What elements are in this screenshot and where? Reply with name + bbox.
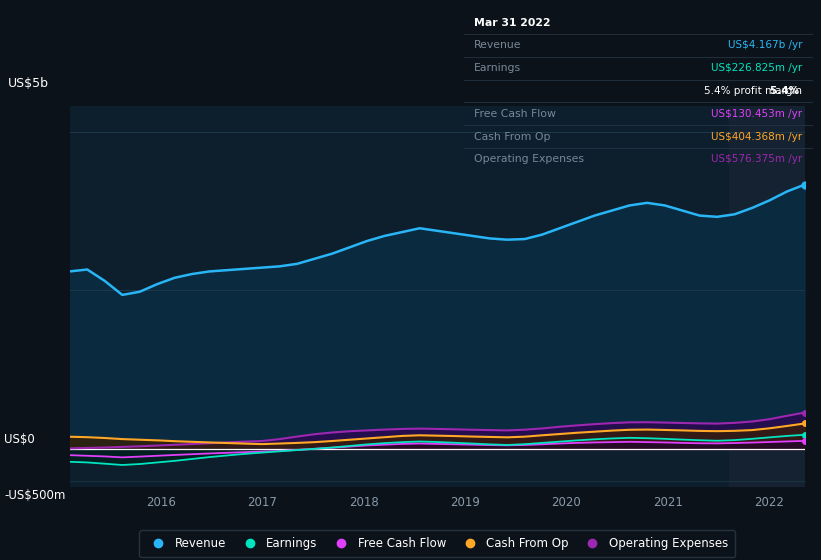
Text: 5.4% profit margin: 5.4% profit margin (704, 86, 802, 96)
Text: US$5b: US$5b (8, 77, 49, 90)
Text: US$404.368m /yr: US$404.368m /yr (711, 132, 802, 142)
Text: US$576.375m /yr: US$576.375m /yr (711, 155, 802, 165)
Legend: Revenue, Earnings, Free Cash Flow, Cash From Op, Operating Expenses: Revenue, Earnings, Free Cash Flow, Cash … (140, 530, 735, 557)
Text: Operating Expenses: Operating Expenses (475, 155, 585, 165)
Text: -US$500m: -US$500m (4, 489, 66, 502)
Bar (728, 106, 805, 487)
Text: US$0: US$0 (4, 433, 34, 446)
Text: US$130.453m /yr: US$130.453m /yr (711, 109, 802, 119)
Text: Mar 31 2022: Mar 31 2022 (475, 17, 551, 27)
Text: Revenue: Revenue (475, 40, 522, 50)
Text: US$226.825m /yr: US$226.825m /yr (711, 63, 802, 73)
Text: Cash From Op: Cash From Op (475, 132, 551, 142)
Text: 5.4%: 5.4% (769, 86, 802, 96)
Text: Free Cash Flow: Free Cash Flow (475, 109, 556, 119)
Text: US$4.167b /yr: US$4.167b /yr (728, 40, 802, 50)
Text: Earnings: Earnings (475, 63, 521, 73)
